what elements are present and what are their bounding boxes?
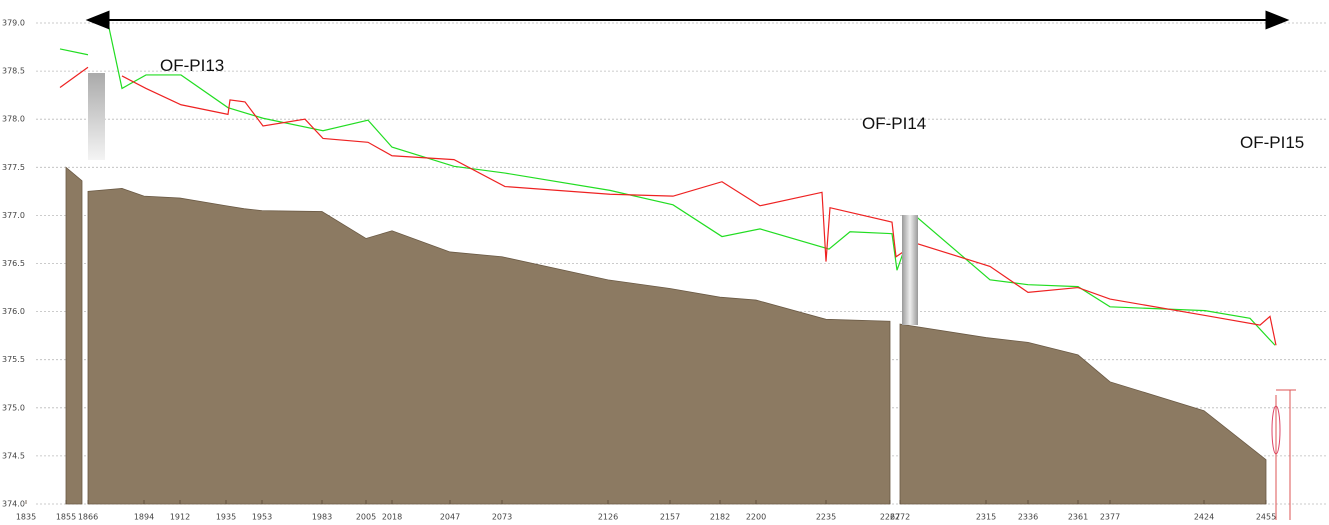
y-tick-label: 378.0 — [2, 115, 25, 124]
bracket — [1275, 389, 1296, 520]
annotation: OF-PI13 — [160, 56, 224, 75]
ground-area — [87, 188, 891, 505]
x-tick-label: 2157 — [660, 513, 680, 522]
x-tick-label: 2182 — [710, 513, 730, 522]
labels: 374.0 374.5 375.0 375.5 376.0 376.5 377.0 377.5… — [2, 19, 1304, 522]
x-tick-label: 1894 — [134, 513, 154, 522]
x-tick-label: 2005 — [356, 513, 376, 522]
level-line — [59, 48, 89, 56]
x-tick-label: 2377 — [1100, 513, 1120, 522]
structure — [88, 73, 105, 160]
y-tick-label: 377.0 — [2, 211, 25, 220]
y-tick-label: 376.5 — [2, 259, 25, 268]
x-tick-label: 2126 — [598, 513, 618, 522]
x-tick-label: 1983 — [312, 513, 332, 522]
x-tick-label: 2267 — [880, 513, 900, 522]
x-tick-label: 1866 — [78, 513, 98, 522]
ground-area — [899, 323, 1267, 505]
x-tick-label: 2455 — [1256, 513, 1276, 522]
x-tick-label: 2315 — [976, 513, 996, 522]
x-tick-label: 2235 — [816, 513, 836, 522]
x-tick-label: 1953 — [252, 513, 272, 522]
y-tick-label: 375.0 — [2, 403, 25, 412]
y-tick-label: 375.5 — [2, 355, 25, 364]
x-tick-label: 2047 — [440, 513, 460, 522]
annotation: OF-PI14 — [862, 114, 926, 133]
x-tick-label: 2361 — [1068, 513, 1088, 522]
level-line — [121, 75, 1277, 346]
plot — [25, 22, 1277, 505]
x-tick-label: 2018 — [382, 513, 402, 522]
x-tick-label: 1835 — [16, 513, 36, 522]
annotation: OF-PI15 — [1240, 133, 1304, 152]
y-tick-label: 379.0 — [2, 19, 25, 28]
x-tick-label: 2200 — [746, 513, 766, 522]
x-tick-label: 2073 — [492, 513, 512, 522]
y-tick-label: 374.0 — [2, 500, 25, 509]
x-tick-label: 1855 — [56, 513, 76, 522]
y-tick-label: 378.5 — [2, 67, 25, 76]
level-line — [59, 66, 89, 88]
x-tick-label: 2272 — [890, 513, 910, 522]
level-line — [107, 22, 1276, 346]
y-tick-label: 374.5 — [2, 451, 25, 460]
x-tick-label: 2424 — [1194, 513, 1214, 522]
x-tick-label: 1935 — [216, 513, 236, 522]
y-tick-label: 377.5 — [2, 163, 25, 172]
y-tick-label: 376.0 — [2, 307, 25, 316]
structure — [902, 215, 918, 325]
x-tick-label: 2336 — [1018, 513, 1038, 522]
ground-area — [65, 166, 83, 505]
x-tick-label: 1912 — [170, 513, 190, 522]
